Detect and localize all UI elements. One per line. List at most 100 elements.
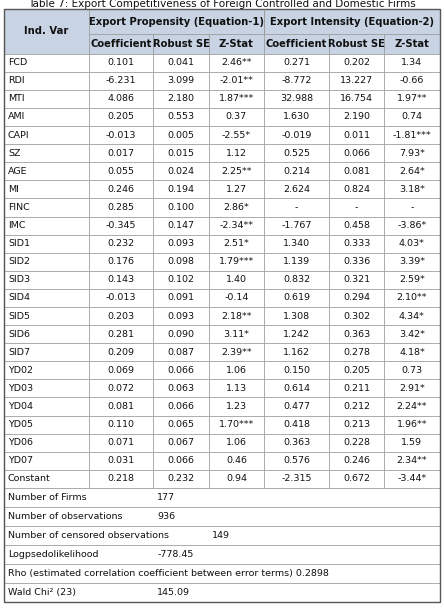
Bar [329,72,384,90]
Text: 0.302: 0.302 [343,311,370,320]
Bar [329,90,384,108]
Bar [154,34,209,54]
Text: 1.40: 1.40 [226,275,247,285]
Bar [384,289,440,307]
Bar [329,416,384,434]
Bar [329,198,384,216]
Text: Export Intensity (Equation-2): Export Intensity (Equation-2) [270,16,434,27]
Bar [4,361,89,379]
Text: SZ: SZ [8,149,20,157]
Bar [329,144,384,162]
Bar [154,361,209,379]
Bar [264,361,329,379]
Bar [89,470,154,488]
Text: AMI: AMI [8,112,25,122]
Text: -2.315: -2.315 [281,474,312,483]
Text: -: - [355,203,358,212]
Text: 2.34**: 2.34** [396,457,427,465]
Bar [329,54,384,72]
Bar [329,452,384,470]
Bar [209,398,264,416]
Text: 2.64*: 2.64* [399,167,425,176]
Bar [329,325,384,343]
Text: 0.232: 0.232 [167,474,195,483]
Text: Coefficient: Coefficient [266,39,327,49]
Bar [89,235,154,253]
Text: 2.25**: 2.25** [221,167,252,176]
Text: 2.91*: 2.91* [399,384,425,393]
Bar [89,90,154,108]
Text: 0.205: 0.205 [343,366,370,375]
Text: 0.063: 0.063 [167,384,195,393]
Text: 0.211: 0.211 [343,384,370,393]
Text: 0.143: 0.143 [107,275,135,285]
Bar [4,307,89,325]
Text: 0.614: 0.614 [283,384,310,393]
Text: -: - [295,203,298,212]
Text: 0.101: 0.101 [107,58,135,67]
Bar [384,198,440,216]
Text: Number of observations: Number of observations [8,512,123,521]
Bar [264,72,329,90]
Bar [89,9,264,34]
Text: 0.055: 0.055 [107,167,135,176]
Bar [329,379,384,398]
Text: 0.194: 0.194 [168,185,194,194]
Bar [4,545,440,564]
Bar [154,235,209,253]
Text: 13.227: 13.227 [340,76,373,85]
Text: 0.281: 0.281 [107,330,135,339]
Text: 0.672: 0.672 [343,474,370,483]
Text: 0.100: 0.100 [168,203,194,212]
Bar [329,108,384,126]
Text: 2.24**: 2.24** [396,402,427,411]
Bar [384,108,440,126]
Text: -2.55*: -2.55* [222,131,251,140]
Bar [209,253,264,271]
Bar [89,216,154,235]
Bar [209,470,264,488]
Text: 1.162: 1.162 [283,348,310,357]
Bar [4,416,89,434]
Bar [89,54,154,72]
Text: -6.231: -6.231 [106,76,136,85]
Text: 0.333: 0.333 [343,239,370,248]
Bar [264,126,329,144]
Text: 936: 936 [157,512,175,521]
Text: -0.013: -0.013 [106,131,136,140]
Bar [384,253,440,271]
Text: 1.242: 1.242 [283,330,310,339]
Text: 0.553: 0.553 [167,112,195,122]
Bar [264,434,329,452]
Text: 1.87***: 1.87*** [219,94,254,103]
Text: 0.209: 0.209 [107,348,135,357]
Bar [4,198,89,216]
Text: -0.345: -0.345 [106,221,136,230]
Bar [264,452,329,470]
Text: -3.44*: -3.44* [397,474,427,483]
Text: 1.97**: 1.97** [396,94,427,103]
Text: 1.06: 1.06 [226,366,247,375]
Bar [264,253,329,271]
Text: 0.110: 0.110 [107,420,135,429]
Text: YD04: YD04 [8,402,33,411]
Bar [264,198,329,216]
Text: 0.011: 0.011 [343,131,370,140]
Text: 0.066: 0.066 [343,149,370,157]
Bar [384,72,440,90]
Bar [329,361,384,379]
Bar [89,325,154,343]
Bar [384,271,440,289]
Bar [4,235,89,253]
Text: -778.45: -778.45 [157,550,194,559]
Text: 0.218: 0.218 [107,474,135,483]
Text: 0.150: 0.150 [283,366,310,375]
Bar [329,271,384,289]
Text: -2.34**: -2.34** [219,221,254,230]
Bar [264,379,329,398]
Text: SID6: SID6 [8,330,30,339]
Text: 0.321: 0.321 [343,275,370,285]
Bar [4,434,89,452]
Bar [154,54,209,72]
Text: 0.091: 0.091 [168,294,194,302]
